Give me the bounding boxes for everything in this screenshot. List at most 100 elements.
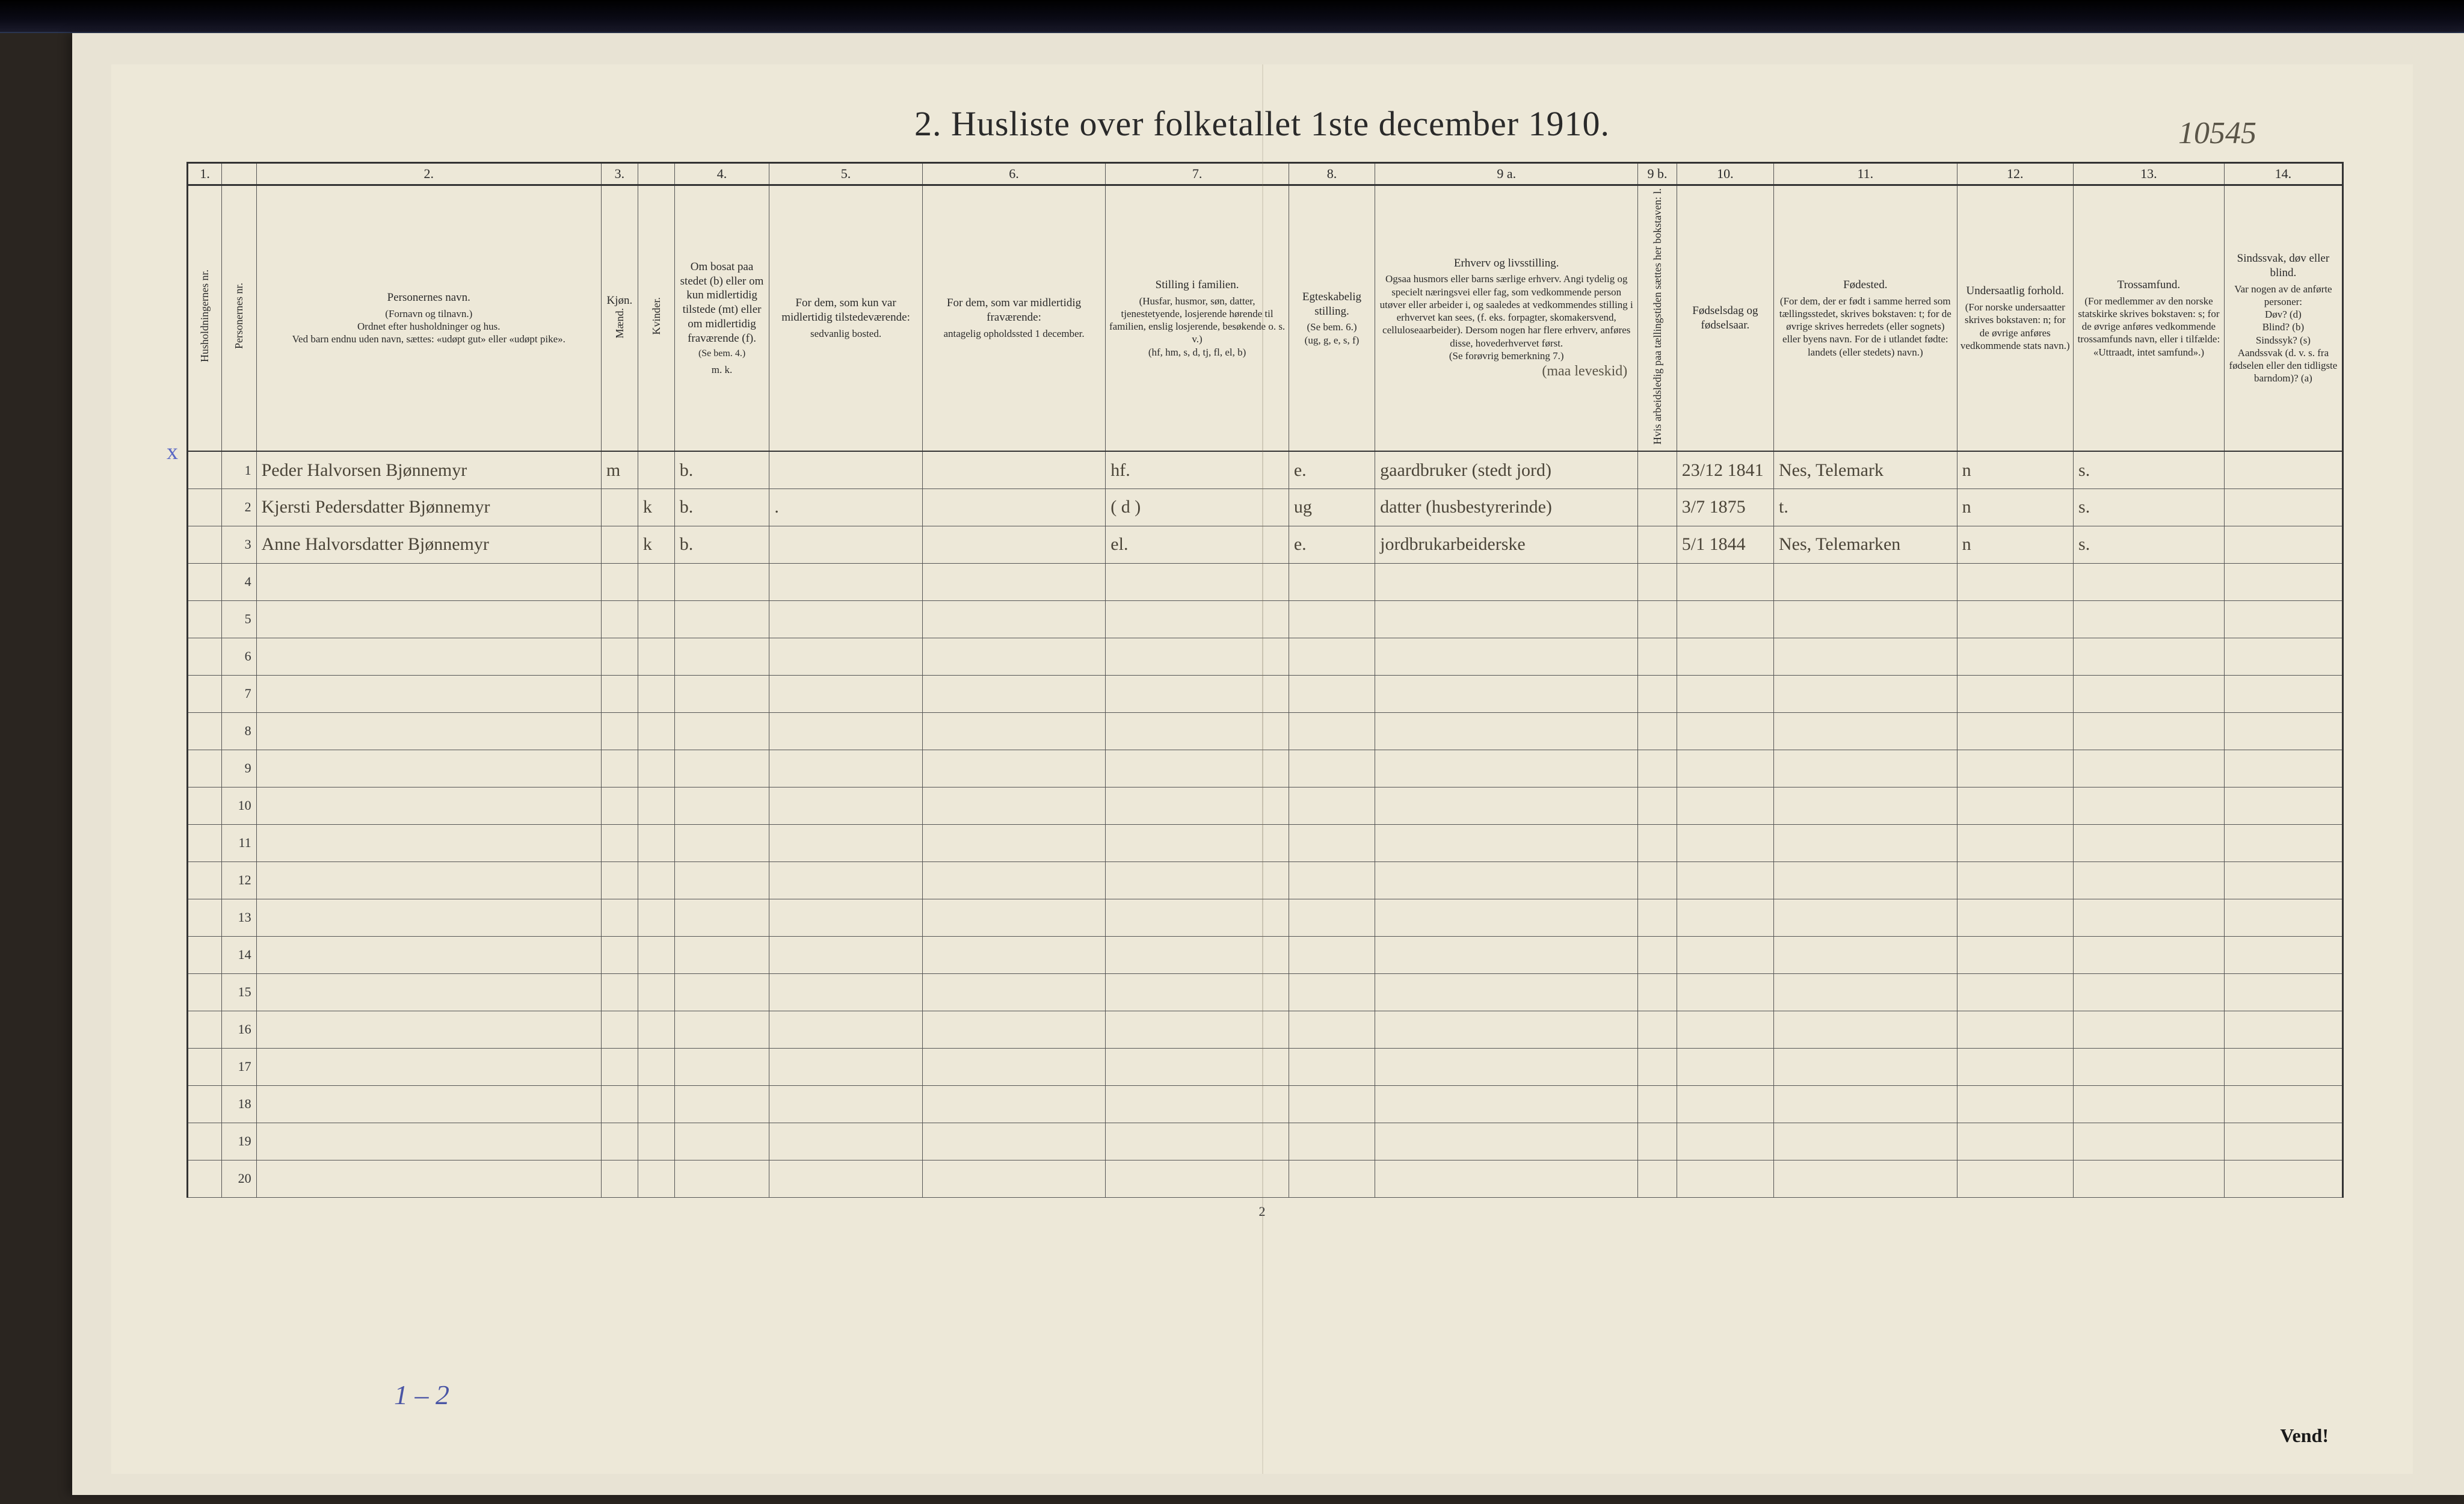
table-cell — [1677, 1011, 1773, 1048]
table-cell — [2074, 824, 2225, 861]
table-cell — [2224, 750, 2342, 787]
table-cell — [922, 973, 1106, 1011]
col-header: Egteskabelig stilling.(Se bem. 6.) (ug, … — [1289, 185, 1375, 451]
table-cell — [1106, 824, 1289, 861]
table-cell — [1106, 675, 1289, 712]
table-cell — [922, 1160, 1106, 1197]
table-cell — [674, 638, 769, 675]
table-cell: 17 — [222, 1048, 256, 1085]
table-row: 17 — [188, 1048, 2343, 1085]
table-cell — [1638, 600, 1677, 638]
table-cell — [769, 1048, 922, 1085]
col-header: Personernes navn.(Fornavn og tilnavn.) O… — [256, 185, 601, 451]
table-cell: 11 — [222, 824, 256, 861]
table-cell — [674, 1123, 769, 1160]
table-cell — [1289, 1011, 1375, 1048]
table-row: 14 — [188, 936, 2343, 973]
table-cell — [188, 675, 222, 712]
table-cell — [1677, 824, 1773, 861]
table-cell — [256, 936, 601, 973]
table-cell — [1957, 712, 2073, 750]
table-cell — [1375, 973, 1638, 1011]
table-cell — [922, 1011, 1106, 1048]
table-cell: el. — [1106, 526, 1289, 563]
table-cell — [769, 563, 922, 600]
table-cell — [188, 973, 222, 1011]
col-number: 1. — [188, 163, 222, 185]
table-cell: e. — [1289, 526, 1375, 563]
table-cell — [188, 750, 222, 787]
table-cell — [1957, 563, 2073, 600]
table-cell — [2074, 861, 2225, 899]
page-fold — [1262, 64, 1263, 1474]
table-cell — [2224, 638, 2342, 675]
table-cell — [1289, 1160, 1375, 1197]
table-cell — [1375, 712, 1638, 750]
table-cell — [1677, 712, 1773, 750]
table-row: 10 — [188, 787, 2343, 824]
table-cell — [2224, 973, 2342, 1011]
table-cell — [1957, 936, 2073, 973]
table-cell — [2074, 712, 2225, 750]
table-cell: 15 — [222, 973, 256, 1011]
table-cell — [256, 1085, 601, 1123]
table-cell — [638, 899, 674, 936]
table-cell — [1638, 750, 1677, 787]
table-cell — [1289, 936, 1375, 973]
table-cell — [1106, 750, 1289, 787]
table-cell: b. — [674, 488, 769, 526]
table-cell — [1375, 675, 1638, 712]
table-cell — [601, 861, 638, 899]
table-cell — [1774, 638, 1957, 675]
table-cell — [1677, 1160, 1773, 1197]
page-inner: 2. Husliste over folketallet 1ste decemb… — [111, 64, 2413, 1474]
table-cell: n — [1957, 451, 2073, 488]
table-cell — [256, 861, 601, 899]
table-cell — [1957, 824, 2073, 861]
table-cell — [1638, 1011, 1677, 1048]
table-cell — [188, 563, 222, 600]
table-cell — [256, 899, 601, 936]
table-cell — [1638, 1085, 1677, 1123]
table-cell: 2 — [222, 488, 256, 526]
table-cell — [638, 787, 674, 824]
table-cell — [1774, 787, 1957, 824]
table-cell — [1106, 638, 1289, 675]
table-cell: datter (husbestyrerinde) — [1375, 488, 1638, 526]
table-cell: . — [769, 488, 922, 526]
col-header: Hvis arbeidsledig paa tællingstiden sætt… — [1638, 185, 1677, 451]
table-cell — [2074, 675, 2225, 712]
table-cell: 7 — [222, 675, 256, 712]
table-cell: Nes, Telemark — [1774, 451, 1957, 488]
table-cell — [1774, 973, 1957, 1011]
table-cell — [769, 973, 922, 1011]
table-row: 12 — [188, 861, 2343, 899]
table-cell — [1289, 712, 1375, 750]
col-number: 8. — [1289, 163, 1375, 185]
col-header: Personernes nr. — [222, 185, 256, 451]
table-cell — [1677, 787, 1773, 824]
table-cell — [1375, 563, 1638, 600]
table-cell — [1375, 824, 1638, 861]
table-cell — [1375, 1085, 1638, 1123]
table-cell — [1677, 1048, 1773, 1085]
table-cell: k — [638, 526, 674, 563]
table-cell: s. — [2074, 526, 2225, 563]
table-cell — [601, 638, 638, 675]
table-cell — [1106, 712, 1289, 750]
table-cell — [2074, 899, 2225, 936]
table-cell — [1106, 1011, 1289, 1048]
table-cell — [1375, 1160, 1638, 1197]
table-cell — [1677, 973, 1773, 1011]
table-cell: 10 — [222, 787, 256, 824]
col-number — [222, 163, 256, 185]
table-row: 7 — [188, 675, 2343, 712]
table-cell — [601, 526, 638, 563]
table-cell — [1774, 1085, 1957, 1123]
table-cell — [601, 973, 638, 1011]
table-cell — [1638, 899, 1677, 936]
table-cell — [188, 1085, 222, 1123]
table-cell — [1638, 861, 1677, 899]
col-header: Erhverv og livsstilling.Ogsaa husmors el… — [1375, 185, 1638, 451]
scanner-edge — [0, 0, 2464, 33]
